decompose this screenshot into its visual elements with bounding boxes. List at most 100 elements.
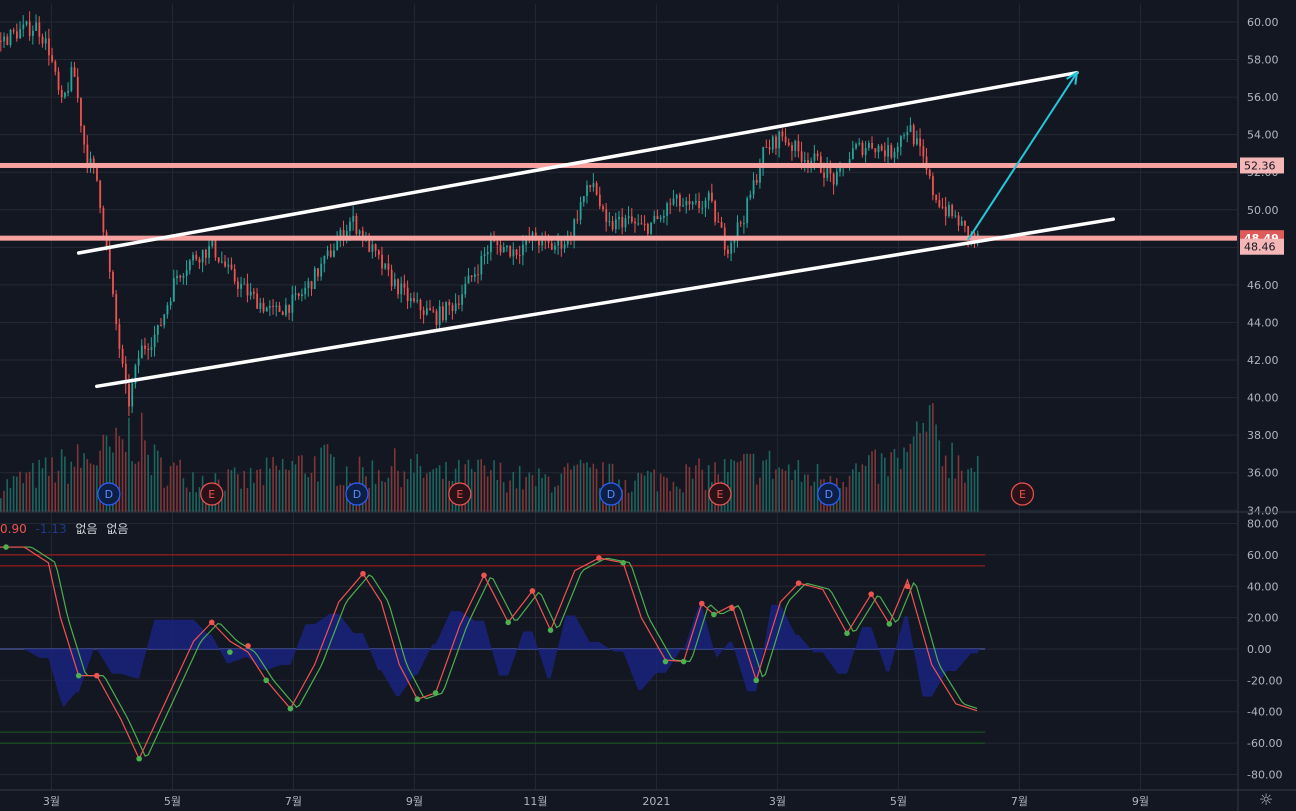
candle-body — [377, 250, 380, 255]
candle-body — [518, 255, 521, 257]
volume-bar — [89, 463, 92, 512]
candle-body — [781, 131, 784, 137]
candle-body — [602, 206, 604, 210]
volume-bar — [35, 487, 37, 512]
candle-body — [896, 146, 899, 152]
oscillator-cross-dot — [505, 619, 512, 626]
volume-bar — [531, 475, 534, 512]
settings-gear-icon[interactable]: ☼ — [1258, 790, 1274, 809]
price-tick-label: 44.00 — [1247, 316, 1279, 329]
oscillator-cross-dot — [886, 621, 893, 627]
candle-body — [679, 194, 681, 207]
osc-tick-label: -20.00 — [1247, 674, 1282, 687]
candle-body — [304, 287, 307, 295]
volume-bar — [954, 478, 957, 512]
candle-body — [208, 246, 210, 258]
volume-bar — [874, 449, 877, 512]
candle-body — [916, 138, 918, 145]
candle-body — [573, 219, 576, 240]
volume-bar — [272, 456, 274, 512]
oscillator-cross-dot — [620, 559, 626, 566]
candle-body — [179, 275, 182, 278]
volume-bar — [775, 469, 777, 512]
volume-bar — [92, 464, 95, 512]
candle-body — [92, 158, 95, 167]
candle-body — [285, 304, 287, 315]
candle-body — [454, 303, 457, 312]
candle-body — [541, 236, 544, 246]
candle-body — [442, 306, 444, 321]
osc-tick-label: 60.00 — [1247, 549, 1279, 562]
volume-bar — [262, 485, 265, 512]
candle-body — [592, 183, 595, 188]
volume-bar — [156, 450, 159, 512]
candle-body — [813, 153, 816, 161]
candle-body — [397, 279, 399, 295]
volume-bar — [483, 465, 486, 512]
volume-bar — [967, 469, 969, 512]
volume-bar — [893, 448, 896, 512]
candle-body — [935, 195, 938, 201]
volume-bar — [317, 481, 319, 512]
volume-bar — [429, 471, 431, 512]
volume-bar — [816, 464, 819, 512]
candle-body — [948, 204, 950, 217]
volume-bar — [813, 481, 816, 512]
candle-body — [73, 67, 76, 77]
volume-bar — [784, 470, 787, 512]
candle-body — [557, 238, 560, 246]
candle-body — [759, 168, 761, 183]
oscillator-cross-dot — [596, 555, 602, 561]
candle-body — [51, 55, 54, 62]
volume-bar — [634, 480, 636, 512]
candle-body — [339, 229, 342, 241]
volume-bar — [643, 475, 646, 512]
candle-body — [909, 125, 912, 132]
volume-bar — [128, 417, 130, 512]
candle-body — [217, 257, 220, 262]
candle-body — [80, 98, 82, 127]
candle-body — [275, 305, 278, 308]
price-tick-label: 42.00 — [1247, 354, 1279, 367]
candle-body — [425, 308, 428, 315]
candle-body — [413, 298, 415, 302]
candle-body — [640, 223, 643, 225]
volume-bar — [406, 479, 409, 512]
volume-bar — [51, 457, 53, 512]
candle-body — [663, 215, 665, 218]
volume-bar — [490, 470, 492, 512]
candle-body — [256, 293, 259, 309]
candle-body — [791, 145, 793, 151]
candle-body — [281, 311, 284, 315]
candle-body — [672, 198, 675, 205]
volume-bar — [582, 463, 585, 512]
volume-bar — [131, 461, 133, 512]
oscillator-cross-dot — [662, 658, 669, 665]
volume-bar — [800, 481, 803, 512]
volume-bar — [586, 462, 588, 512]
volume-bar — [807, 474, 809, 512]
volume-bar — [25, 472, 28, 512]
volume-bar — [480, 459, 483, 512]
volume-bar — [685, 464, 688, 512]
volume-bar — [198, 487, 201, 512]
volume-bar — [400, 487, 402, 512]
volume-bar — [137, 461, 140, 512]
volume-bar — [121, 439, 124, 512]
x-tick-label: 9월 — [406, 795, 423, 808]
volume-bar — [124, 451, 127, 512]
candle-body — [371, 244, 374, 252]
volume-bar — [762, 460, 764, 512]
volume-bar — [169, 466, 172, 512]
candle-body — [409, 298, 412, 302]
volume-bar — [630, 491, 633, 512]
volume-bar — [499, 462, 502, 512]
volume-bar — [701, 469, 704, 512]
oscillator-legend: 0.90 -1.13 없음 없음 — [0, 520, 133, 537]
candle-body — [646, 223, 649, 234]
candle-body — [621, 216, 624, 228]
candle-body — [355, 215, 358, 234]
volume-bar — [554, 486, 556, 512]
